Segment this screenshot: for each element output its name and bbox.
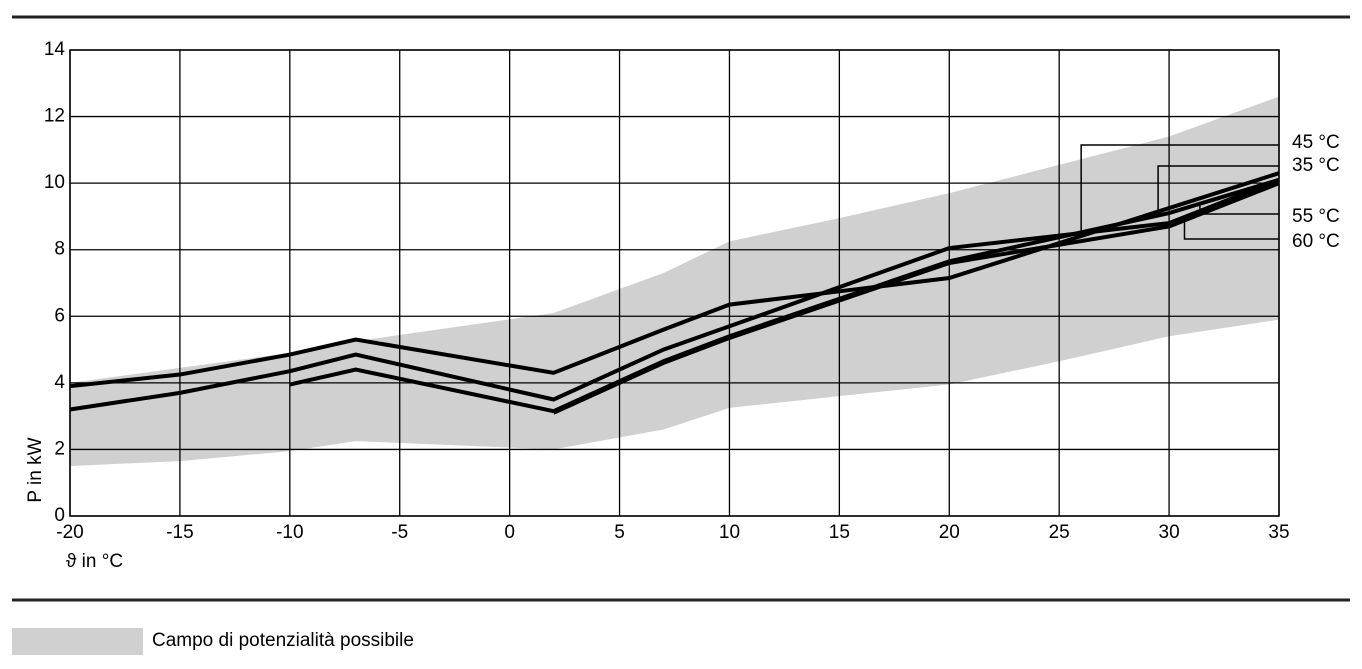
plot-area: 0 2 4 6 8 10 12 14 -20 -15 -10 -5 0 5 10 15 20 25 30 35 bbox=[44, 39, 1290, 543]
x-tick-label: -5 bbox=[391, 522, 408, 543]
y-tick-label: 14 bbox=[44, 39, 66, 60]
plot-frame bbox=[69, 49, 1280, 517]
x-tick-label: 25 bbox=[1049, 522, 1070, 543]
y-tick-label: 0 bbox=[54, 505, 65, 526]
legend-swatch bbox=[12, 628, 143, 655]
y-axis-label: P in kW bbox=[25, 437, 46, 502]
x-tick-label: -15 bbox=[166, 522, 193, 543]
x-tick-label: 30 bbox=[1159, 522, 1180, 543]
series-line bbox=[69, 171, 1280, 389]
y-tick-label: 10 bbox=[44, 172, 65, 193]
x-tick-label: -20 bbox=[56, 522, 83, 543]
x-tick-label: 15 bbox=[829, 522, 850, 543]
series-label: 60 °C bbox=[1292, 231, 1340, 252]
label-leader bbox=[1183, 220, 1279, 240]
x-tick-label: 20 bbox=[939, 522, 960, 543]
x-tick-label: 10 bbox=[719, 522, 740, 543]
label-leader bbox=[1080, 144, 1279, 234]
legend-label: Campo di potenzialità possibile bbox=[152, 630, 414, 651]
y-tick-label: 4 bbox=[54, 372, 65, 393]
range-band bbox=[70, 96, 1279, 467]
series-label: 55 °C bbox=[1292, 206, 1340, 227]
series-line bbox=[552, 181, 1280, 415]
y-tick-label: 12 bbox=[44, 106, 65, 127]
series-label: 35 °C bbox=[1292, 155, 1340, 176]
x-tick-label: 0 bbox=[504, 522, 515, 543]
y-tick-label: 2 bbox=[54, 438, 65, 459]
y-tick-label: 6 bbox=[54, 305, 65, 326]
series-label: 45 °C bbox=[1292, 132, 1340, 153]
x-tick-label: 35 bbox=[1268, 522, 1289, 543]
x-axis-label: ϑ in °C bbox=[66, 551, 123, 572]
label-leader bbox=[1157, 165, 1279, 212]
x-tick-label: 5 bbox=[614, 522, 625, 543]
y-tick-label: 8 bbox=[54, 239, 65, 260]
x-tick-label: -10 bbox=[276, 522, 303, 543]
